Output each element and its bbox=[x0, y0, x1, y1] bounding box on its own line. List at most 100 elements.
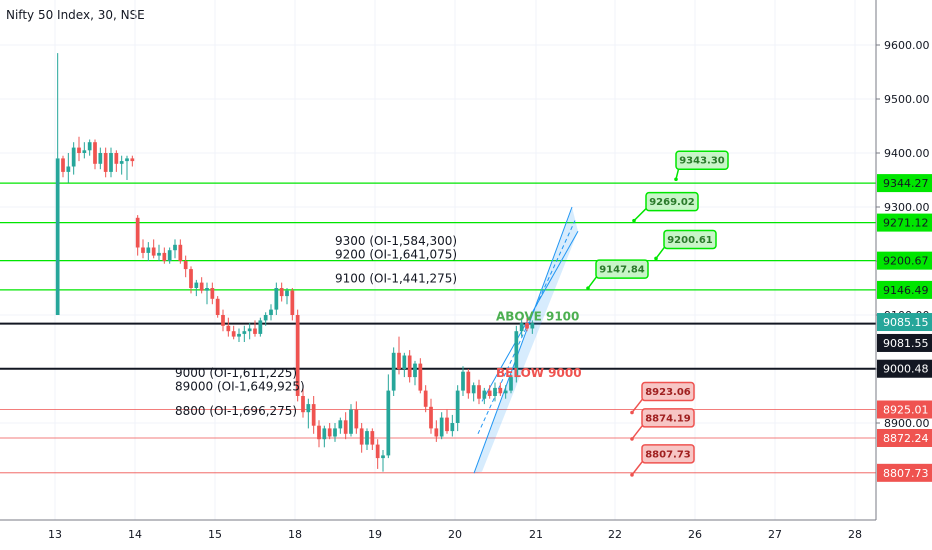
candle-body bbox=[338, 420, 343, 429]
candle-body bbox=[183, 261, 188, 270]
callout-label: 9269.02 bbox=[649, 197, 695, 208]
x-tick-label: 18 bbox=[288, 528, 302, 541]
candle-body bbox=[77, 147, 81, 153]
price-label: 9271.12 bbox=[883, 217, 929, 230]
candle-body bbox=[82, 150, 87, 153]
candle-body bbox=[55, 158, 60, 315]
candle-body bbox=[109, 153, 113, 172]
annotation-label: 9300 (OI-1,584,300) bbox=[335, 234, 457, 248]
candle-body bbox=[434, 428, 439, 437]
candle-body bbox=[423, 390, 428, 407]
callout-label: 9147.84 bbox=[599, 265, 645, 276]
callout-dot bbox=[674, 177, 678, 182]
candle-body bbox=[125, 158, 129, 162]
candle-body bbox=[285, 290, 289, 297]
candle-body bbox=[306, 404, 311, 413]
callout-box bbox=[595, 259, 649, 279]
candle-body bbox=[487, 390, 492, 396]
callout-dot bbox=[630, 410, 634, 415]
candle-body bbox=[167, 250, 172, 261]
candle-body bbox=[103, 153, 108, 172]
y-tick-label: 9500.00 bbox=[884, 93, 930, 106]
candle-body bbox=[391, 352, 396, 391]
candle-body bbox=[157, 252, 161, 256]
price-label: 9085.15 bbox=[883, 316, 929, 329]
annotation-label: 8800 (OI-1,696,275) bbox=[175, 404, 297, 418]
candle-body bbox=[237, 333, 241, 337]
candle-body bbox=[301, 396, 305, 413]
candle-body bbox=[461, 371, 465, 391]
candle-body bbox=[381, 455, 385, 459]
callout-dot bbox=[630, 473, 634, 477]
x-tick-label: 13 bbox=[48, 528, 62, 541]
x-tick-label: 26 bbox=[688, 528, 702, 541]
x-tick-label: 22 bbox=[608, 528, 622, 541]
channel-fill bbox=[474, 207, 578, 474]
candle-body bbox=[173, 244, 177, 251]
candle-body bbox=[509, 377, 513, 391]
candle-body bbox=[413, 363, 417, 378]
price-label-box bbox=[877, 400, 932, 419]
callout-box bbox=[675, 150, 729, 170]
callout-label: 9343.30 bbox=[679, 156, 725, 167]
candle-body bbox=[231, 331, 236, 337]
candle-body bbox=[503, 390, 508, 394]
candle-body bbox=[61, 158, 65, 172]
candle-body bbox=[439, 417, 444, 437]
annotation-label: 9100 (OI-1,441,275) bbox=[335, 272, 457, 286]
candle-body bbox=[71, 147, 76, 167]
price-label-box bbox=[877, 463, 932, 482]
candle-body bbox=[370, 431, 375, 445]
trend-channel bbox=[473, 206, 579, 474]
price-label-box bbox=[877, 251, 932, 270]
horizontal-levels bbox=[0, 182, 876, 474]
candle-body bbox=[450, 423, 455, 432]
candle-body bbox=[397, 352, 401, 369]
candle-body bbox=[130, 158, 135, 162]
candle-body bbox=[333, 428, 337, 437]
callout-label: 8874.19 bbox=[645, 413, 691, 424]
candle-body bbox=[199, 282, 204, 291]
annotation-label: 9200 (OI-1,641,075) bbox=[335, 247, 457, 261]
candle-body bbox=[402, 355, 407, 369]
price-label: 9344.27 bbox=[883, 177, 929, 190]
x-tick-label: 15 bbox=[208, 528, 222, 541]
candle-body bbox=[327, 428, 332, 437]
candle-body bbox=[279, 288, 284, 297]
candle-body bbox=[445, 417, 449, 432]
callout-box bbox=[641, 444, 695, 464]
x-tick-label: 20 bbox=[448, 528, 462, 541]
price-label: 9200.67 bbox=[883, 255, 929, 268]
price-label: 9000.48 bbox=[883, 363, 929, 376]
candle-body bbox=[471, 385, 476, 394]
candle-body bbox=[514, 331, 519, 378]
candle-body bbox=[418, 363, 423, 391]
candle-body bbox=[114, 153, 119, 164]
price-label-box bbox=[877, 313, 932, 332]
candle-body bbox=[247, 328, 252, 332]
price-label-box bbox=[877, 213, 932, 232]
candle-body bbox=[135, 217, 140, 248]
price-label: 8872.24 bbox=[883, 432, 929, 445]
y-tick-label: 8900.00 bbox=[884, 417, 930, 430]
candle-body bbox=[429, 406, 433, 429]
candle-body bbox=[263, 315, 268, 321]
candle-body bbox=[66, 166, 71, 172]
price-label-box bbox=[877, 333, 932, 352]
callout-box bbox=[663, 229, 717, 250]
candle-body bbox=[141, 247, 145, 253]
candle-body bbox=[530, 323, 535, 329]
callout-label: 9200.61 bbox=[667, 235, 713, 246]
y-tick-label: 9400.00 bbox=[884, 147, 930, 160]
x-tick-label: 28 bbox=[848, 528, 862, 541]
candle-body bbox=[295, 315, 300, 396]
candle-body bbox=[242, 331, 247, 334]
time-axis: 13 14 15 18 19 20 21 22 26 27 28 bbox=[0, 519, 876, 541]
x-tick-label: 14 bbox=[128, 528, 142, 541]
channel-upper bbox=[473, 206, 573, 474]
x-tick-label: 19 bbox=[368, 528, 382, 541]
candle-body bbox=[98, 153, 103, 164]
candle-body bbox=[178, 244, 183, 261]
candle-body bbox=[343, 420, 348, 434]
